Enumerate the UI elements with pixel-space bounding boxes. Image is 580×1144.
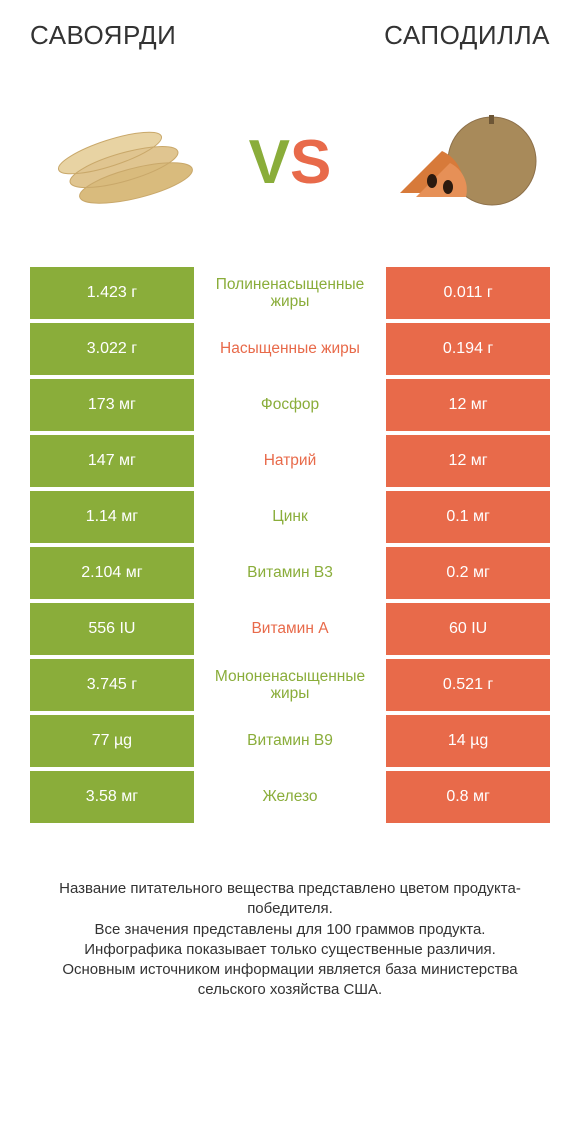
- cell-left-value: 1.14 мг: [30, 491, 194, 543]
- cell-left-value: 3.58 мг: [30, 771, 194, 823]
- infographic-container: САВОЯРДИ САПОДИЛЛА VS: [0, 0, 580, 1144]
- cell-nutrient-label: Цинк: [194, 491, 386, 543]
- cell-left-value: 147 мг: [30, 435, 194, 487]
- cell-nutrient-label: Витамин B9: [194, 715, 386, 767]
- cell-right-value: 0.194 г: [386, 323, 550, 375]
- cell-left-value: 2.104 мг: [30, 547, 194, 599]
- table-row: 77 µgВитамин B914 µg: [30, 715, 550, 767]
- footer-line: Основным источником информации является …: [36, 960, 544, 1001]
- cell-nutrient-label: Железо: [194, 771, 386, 823]
- cell-nutrient-label: Натрий: [194, 435, 386, 487]
- table-row: 3.58 мгЖелезо0.8 мг: [30, 771, 550, 823]
- table-row: 556 IUВитамин A60 IU: [30, 603, 550, 655]
- footer-line: Все значения представлены для 100 граммо…: [36, 920, 544, 940]
- cell-right-value: 12 мг: [386, 379, 550, 431]
- header: САВОЯРДИ САПОДИЛЛА: [30, 20, 550, 51]
- cell-left-value: 173 мг: [30, 379, 194, 431]
- table-row: 147 мгНатрий12 мг: [30, 435, 550, 487]
- cell-right-value: 0.1 мг: [386, 491, 550, 543]
- cell-nutrient-label: Насыщенные жиры: [194, 323, 386, 375]
- cell-left-value: 556 IU: [30, 603, 194, 655]
- images-row: VS: [30, 87, 550, 237]
- left-food-image: [40, 97, 210, 227]
- comparison-table: 1.423 гПолиненасыщенные жиры0.011 г3.022…: [30, 267, 550, 823]
- vs-v: V: [249, 127, 290, 198]
- table-row: 1.423 гПолиненасыщенные жиры0.011 г: [30, 267, 550, 319]
- cell-right-value: 14 µg: [386, 715, 550, 767]
- title-right: САПОДИЛЛА: [384, 20, 550, 51]
- cell-right-value: 0.521 г: [386, 659, 550, 711]
- cell-left-value: 77 µg: [30, 715, 194, 767]
- title-left: САВОЯРДИ: [30, 20, 176, 51]
- table-row: 3.022 гНасыщенные жиры0.194 г: [30, 323, 550, 375]
- cell-right-value: 0.8 мг: [386, 771, 550, 823]
- cell-nutrient-label: Мононенасыщенные жиры: [194, 659, 386, 711]
- cell-left-value: 3.022 г: [30, 323, 194, 375]
- cell-left-value: 1.423 г: [30, 267, 194, 319]
- table-row: 173 мгФосфор12 мг: [30, 379, 550, 431]
- footer-notes: Название питательного вещества представл…: [30, 879, 550, 1001]
- table-row: 3.745 гМононенасыщенные жиры0.521 г: [30, 659, 550, 711]
- footer-line: Название питательного вещества представл…: [36, 879, 544, 920]
- cell-nutrient-label: Полиненасыщенные жиры: [194, 267, 386, 319]
- table-row: 2.104 мгВитамин B30.2 мг: [30, 547, 550, 599]
- cell-nutrient-label: Фосфор: [194, 379, 386, 431]
- cell-right-value: 60 IU: [386, 603, 550, 655]
- vs-label: VS: [249, 127, 332, 198]
- cell-left-value: 3.745 г: [30, 659, 194, 711]
- cell-nutrient-label: Витамин A: [194, 603, 386, 655]
- cell-nutrient-label: Витамин B3: [194, 547, 386, 599]
- right-food-image: [370, 97, 540, 227]
- cell-right-value: 0.011 г: [386, 267, 550, 319]
- footer-line: Инфографика показывает только существенн…: [36, 940, 544, 960]
- cell-right-value: 12 мг: [386, 435, 550, 487]
- vs-s: S: [290, 127, 331, 198]
- cell-right-value: 0.2 мг: [386, 547, 550, 599]
- table-row: 1.14 мгЦинк0.1 мг: [30, 491, 550, 543]
